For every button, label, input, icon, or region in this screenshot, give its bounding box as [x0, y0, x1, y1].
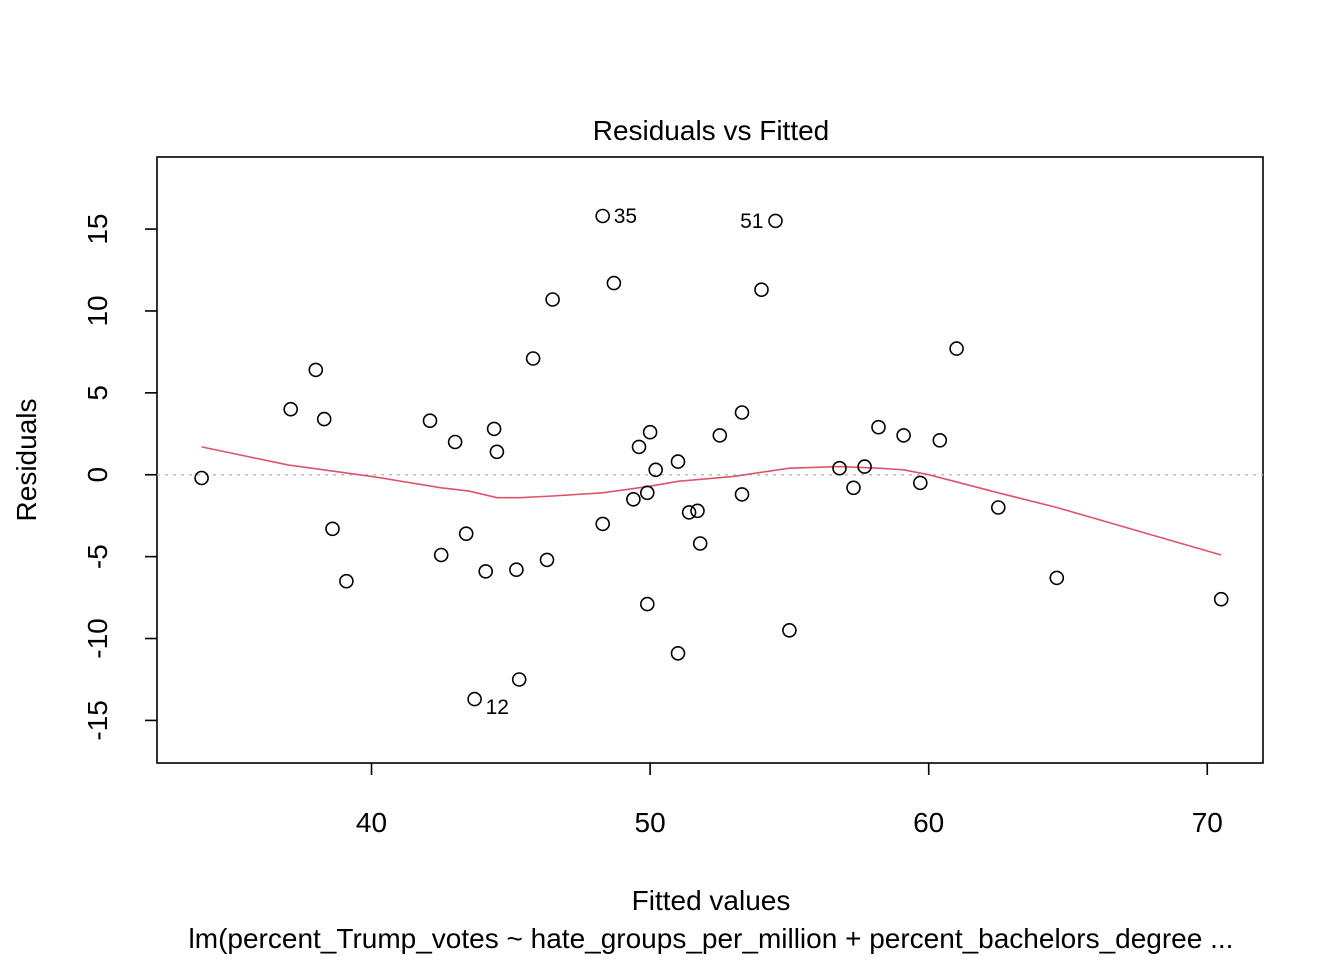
- data-point: [308, 362, 324, 378]
- y-tick-label: 5: [82, 385, 113, 401]
- data-point: [1049, 570, 1065, 586]
- data-point: [631, 439, 647, 455]
- data-point: [690, 503, 705, 519]
- x-tick-label: 50: [635, 807, 666, 838]
- data-point: [339, 573, 354, 589]
- data-point: [486, 421, 502, 437]
- y-tick-label: -5: [82, 544, 113, 569]
- data-point: [194, 470, 209, 486]
- data-point: [932, 432, 948, 448]
- data-point: [832, 460, 847, 476]
- y-axis: -15 -10 -5 0 5 10 15: [82, 213, 157, 741]
- y-tick-label: 0: [82, 467, 113, 483]
- plot-frame: [156, 156, 1264, 764]
- data-point: [857, 459, 872, 474]
- data-point: [1213, 591, 1229, 607]
- point-label: 35: [614, 205, 637, 228]
- data-point: [467, 691, 482, 707]
- data-point: [595, 208, 611, 224]
- smooth-line-group: [201, 446, 1222, 556]
- data-point: [846, 480, 861, 496]
- data-point: [447, 434, 463, 450]
- data-point: [458, 526, 474, 542]
- data-point: [545, 292, 560, 307]
- y-tick-label: 15: [82, 213, 113, 244]
- x-tick-label: 70: [1192, 807, 1223, 838]
- data-point: [595, 516, 611, 532]
- data-points-group: [194, 208, 1229, 707]
- model-formula-caption: lm(percent_Trump_votes ~ hate_groups_per…: [189, 923, 1234, 954]
- data-point: [539, 552, 555, 568]
- data-point: [509, 562, 524, 578]
- data-point: [681, 505, 697, 520]
- data-point: [639, 485, 655, 501]
- data-point: [642, 424, 658, 440]
- y-axis-label: Residuals: [11, 399, 42, 522]
- data-point: [283, 401, 299, 417]
- y-tick-label: 10: [82, 295, 113, 326]
- point-labels-group: 12 35 51: [486, 205, 764, 719]
- data-point: [871, 419, 886, 435]
- data-point: [949, 341, 964, 356]
- y-tick-label: -10: [82, 618, 113, 658]
- x-axis: 40 50 60 70: [356, 763, 1223, 838]
- data-point: [433, 547, 449, 563]
- data-point: [782, 622, 797, 638]
- data-point: [639, 596, 655, 612]
- data-point: [912, 475, 928, 491]
- smooth-line: [201, 446, 1222, 556]
- data-point: [525, 351, 541, 366]
- data-point: [316, 411, 332, 427]
- data-point: [511, 672, 527, 687]
- x-tick-label: 40: [356, 807, 387, 838]
- data-point: [734, 487, 750, 502]
- point-label: 51: [740, 210, 763, 233]
- data-point: [478, 564, 494, 579]
- data-point: [670, 645, 686, 661]
- data-point: [754, 282, 769, 298]
- x-tick-label: 60: [913, 807, 944, 838]
- data-point: [489, 444, 505, 460]
- data-point: [692, 536, 708, 551]
- data-point: [670, 454, 686, 469]
- data-point: [606, 275, 622, 291]
- data-point: [422, 413, 438, 429]
- data-point: [990, 500, 1006, 515]
- data-point: [896, 428, 911, 443]
- data-point: [626, 491, 641, 507]
- x-axis-label: Fitted values: [632, 885, 791, 916]
- data-point: [712, 428, 728, 443]
- y-tick-label: -15: [82, 700, 113, 740]
- data-point: [325, 521, 340, 537]
- point-label: 12: [486, 696, 509, 719]
- chart-title: Residuals vs Fitted: [593, 115, 830, 146]
- data-point: [734, 405, 750, 420]
- data-point: [648, 462, 664, 478]
- data-point: [768, 213, 783, 229]
